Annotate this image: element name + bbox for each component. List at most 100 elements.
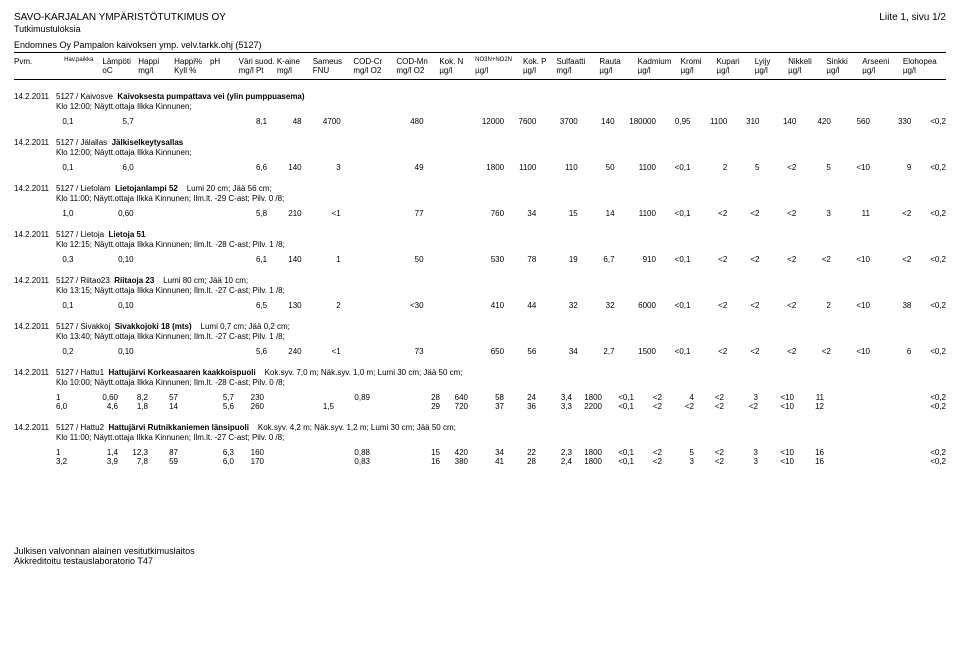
cell: 1,4 [88,448,118,457]
cell: 0,1 [62,301,99,310]
cell: <2 [690,255,727,264]
cell: 15 [536,209,577,218]
cell [424,255,459,264]
cell [264,402,298,411]
sample-sub: Klo 13:40; Näytt.ottaja Ilkka Kinnunen; … [56,332,290,341]
cell: 32 [578,301,615,310]
cell: 310 [727,117,759,126]
col-header: Sinkki [826,55,862,66]
cell [203,301,231,310]
col-header: Sulfaatti [556,55,599,66]
sample-block: 14.2.20115127 / Jälallas Jälkiselkeytysa… [14,138,946,172]
sample-block: 14.2.20115127 / Riitao23 Riitaoja 23 Lum… [14,276,946,310]
cell: <2 [634,393,662,402]
header: Liite 1, sivu 1/2 SAVO-KARJALAN YMPÄRIST… [14,12,946,53]
cell: 1,8 [118,402,148,411]
sample-date: 14.2.2011 [14,322,56,331]
cell: 760 [458,209,504,218]
cell: 180000 [615,117,656,126]
cell: 5 [727,163,759,172]
divider [14,52,946,53]
cell: 12000 [458,117,504,126]
cell: 1500 [615,347,656,356]
col-unit: µg/l [475,66,523,77]
col-unit: µg/l [862,66,903,77]
cell: 1100 [690,117,727,126]
header-sub: Tutkimustuloksia [14,24,946,34]
cell: <2 [727,255,759,264]
cell: 59 [148,457,178,466]
table-row: 11,412,3876,31600,881542034222,31800<0,1… [14,448,946,457]
col-unit: µg/l [716,66,754,77]
cell: <0,2 [824,457,946,466]
col-header: Pvm. [14,55,64,66]
cell: <2 [694,393,724,402]
sample-title: 5127 / Lietoja Lietoja 51 [56,230,285,239]
cell: 3 [724,457,758,466]
cell: 7,8 [118,457,148,466]
cell: <0,2 [824,448,946,457]
sample-desc: 5127 / Lietoja Lietoja 51Klo 12:15; Näyt… [56,230,285,249]
cell: 160 [234,448,264,457]
cell: <10 [831,301,870,310]
cell [424,209,459,218]
cell: <0,1 [602,448,634,457]
cell: 6,0 [202,457,234,466]
cell: 530 [458,255,504,264]
cell: 910 [615,255,656,264]
cell: <0,2 [911,347,946,356]
sample-desc: 5127 / Riitao23 Riitaoja 23 Lumi 80 cm; … [56,276,285,295]
cell: 14 [148,402,178,411]
cell [168,255,203,264]
cell: <2 [759,301,796,310]
cell: 0,10 [99,301,134,310]
sample-sub: Klo 12:00; Näytt.ottaja Ilkka Kinnunen; [56,102,305,111]
col-header: Kok. P [523,55,556,66]
cell: <0,2 [911,209,946,218]
cell: 140 [759,117,796,126]
cell: 4,6 [88,402,118,411]
col-header: K-aine [277,55,313,66]
table-row: 3,23,97,8596,01700,831638041282,41800<0,… [14,457,946,466]
cell: 0,60 [99,209,134,218]
cell [341,117,382,126]
cell: 3,2 [56,457,88,466]
cell: <2 [634,448,662,457]
cell: <10 [831,255,870,264]
sample-block: 14.2.20115127 / Lietoja Lietoja 51Klo 12… [14,230,946,264]
cell: <2 [724,402,758,411]
cell: 9 [870,163,911,172]
sample-title: 5127 / Riitao23 Riitaoja 23 Lumi 80 cm; … [56,276,285,285]
cell: 380 [440,457,468,466]
col-unit: mg/l O2 [353,66,396,77]
cell [178,457,202,466]
cell [424,117,459,126]
cell: 2,7 [578,347,615,356]
sample-title: 5127 / Hattu1 Hattujärvi Korkeasaaren ka… [56,368,463,377]
cell: 24 [504,393,536,402]
cell [370,402,400,411]
cell [168,163,203,172]
sample-date: 14.2.2011 [14,423,56,432]
cell: 330 [870,117,911,126]
cell: <2 [662,402,694,411]
cell: 29 [400,402,440,411]
cell: 37 [468,402,504,411]
cell: 34 [536,347,577,356]
cell: 58 [468,393,504,402]
cell [264,457,298,466]
cell: 22 [504,448,536,457]
cell [424,301,459,310]
col-unit [14,66,64,77]
col-header: NO3N+NO2N [475,55,523,66]
col-header: COD-Cr [353,55,396,66]
sample-block: 14.2.20115127 / Lietolam Lietojanlampi 5… [14,184,946,218]
cell: 5,7 [202,393,234,402]
col-header: Arseeni [862,55,903,66]
cell: <0,1 [602,393,634,402]
cell: <2 [694,402,724,411]
cell: <1 [302,209,341,218]
sample-date: 14.2.2011 [14,230,56,239]
cell [168,347,203,356]
cell: <0,2 [824,402,946,411]
